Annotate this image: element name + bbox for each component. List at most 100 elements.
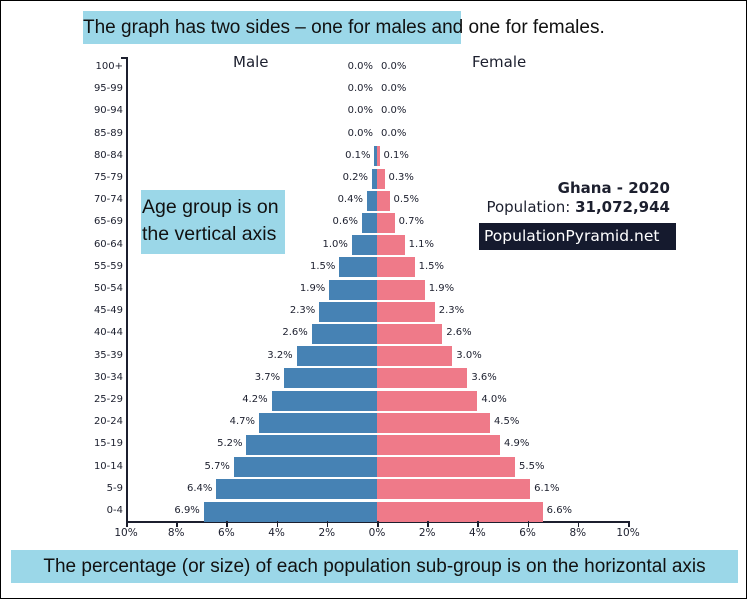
male-bar [216, 478, 377, 500]
female-value-label: 2.3% [438, 305, 465, 317]
male-value-label: 6.9% [174, 505, 200, 516]
x-tick-label: 6% [519, 527, 536, 539]
male-value-label: 0.1% [345, 149, 371, 161]
age-label: 50-54 [93, 283, 123, 294]
x-tick-label: 2% [418, 527, 436, 539]
male-value-label: 1.5% [309, 260, 336, 272]
male-bar [361, 211, 377, 233]
male-value-label: 0.6% [332, 216, 358, 228]
age-label: 100+ [95, 61, 123, 72]
male-bar [339, 256, 377, 278]
population-total: Population: 31,072,944 [486, 198, 670, 216]
x-tick-label: 2% [318, 527, 336, 539]
female-bar [377, 500, 543, 522]
female-bar [377, 456, 516, 478]
female-value-label: 4.0% [481, 394, 507, 405]
male-value-label: 5.7% [204, 460, 230, 472]
female-bar [377, 433, 500, 455]
age-label: 10-14 [93, 460, 123, 472]
male-value-label: 0.0% [347, 105, 373, 117]
female-bar [377, 367, 468, 389]
x-tick-label: 6% [218, 527, 235, 539]
male-value-label: 2.3% [289, 305, 316, 317]
x-tick-label: 8% [569, 527, 587, 539]
x-tick [577, 521, 580, 527]
female-value-label: 0.0% [381, 83, 407, 95]
female-bar [377, 167, 385, 189]
male-value-label: 0.0% [347, 83, 373, 95]
age-label: 85-89 [93, 127, 123, 139]
x-tick [377, 521, 379, 527]
annotation-horizontal-axis: The percentage (or size) of each populat… [11, 550, 738, 583]
age-label: 15-19 [93, 438, 123, 450]
age-label: 55-59 [93, 260, 123, 272]
age-label: 30-34 [93, 371, 123, 383]
x-tick-label: 0% [368, 527, 386, 539]
population-value: 31,072,944 [575, 198, 670, 216]
female-value-label: 5.5% [519, 460, 545, 472]
female-bar [377, 256, 415, 278]
x-tick [527, 521, 530, 527]
male-bar [203, 500, 377, 522]
female-bar [377, 300, 435, 322]
age-label: 35-39 [93, 349, 123, 361]
female-bar [377, 278, 425, 300]
age-label: 45-49 [93, 305, 123, 317]
age-label: 65-69 [93, 216, 123, 228]
male-bar [284, 367, 377, 389]
age-label: 0-4 [106, 505, 123, 516]
x-tick-label: 10% [114, 527, 138, 539]
annotation-vertical-axis: Age group is on the vertical axis [141, 190, 285, 254]
male-title: Male [233, 53, 269, 71]
female-value-label: 0.5% [393, 194, 419, 206]
male-bar [233, 456, 377, 478]
age-label: 60-64 [93, 238, 123, 250]
age-label: 20-24 [93, 416, 123, 428]
female-bar [377, 345, 453, 367]
male-value-label: 1.0% [322, 238, 348, 250]
age-label: 25-29 [93, 394, 123, 405]
male-bar [319, 300, 377, 322]
male-value-label: 4.2% [242, 394, 268, 405]
female-value-label: 6.6% [546, 505, 573, 516]
age-label: 95-99 [93, 83, 123, 95]
male-bar [259, 411, 377, 433]
male-bar [311, 322, 377, 344]
age-label: 80-84 [93, 149, 123, 161]
male-value-label: 2.6% [282, 327, 308, 339]
female-value-label: 0.0% [381, 105, 407, 117]
x-tick-label: 10% [616, 527, 640, 539]
x-tick [326, 521, 329, 527]
male-value-label: 0.4% [337, 194, 363, 206]
female-bar [377, 389, 478, 411]
x-tick-label: 8% [167, 527, 185, 539]
population-label: Population: [486, 198, 576, 216]
female-value-label: 1.1% [408, 238, 435, 250]
female-value-label: 0.0% [381, 127, 407, 139]
x-tick [628, 521, 630, 527]
female-value-label: 1.5% [418, 260, 445, 272]
chart-title: Ghana - 2020 [557, 179, 670, 197]
female-value-label: 0.7% [398, 216, 424, 228]
female-bar [377, 145, 380, 167]
x-tick [176, 521, 178, 527]
male-value-label: 6.4% [186, 482, 213, 494]
age-label: 75-79 [93, 172, 123, 183]
female-value-label: 4.5% [493, 416, 520, 428]
x-tick [477, 521, 479, 527]
male-value-label: 5.2% [217, 438, 243, 450]
female-value-label: 3.0% [456, 349, 482, 361]
male-bar [329, 278, 377, 300]
age-label: 70-74 [93, 194, 123, 206]
y-axis [126, 57, 128, 522]
age-label: 40-44 [93, 327, 123, 339]
x-tick [427, 521, 429, 527]
male-value-label: 3.7% [254, 371, 281, 383]
female-title: Female [472, 53, 527, 71]
female-bar [377, 211, 395, 233]
female-value-label: 1.9% [428, 283, 455, 294]
male-bar [374, 145, 377, 167]
male-bar [366, 189, 377, 211]
